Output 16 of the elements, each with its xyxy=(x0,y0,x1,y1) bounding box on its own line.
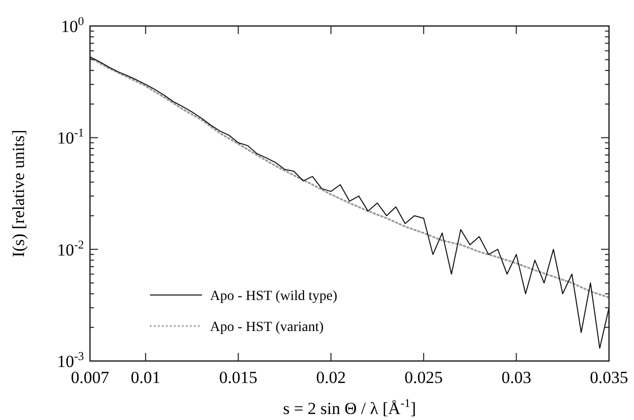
y-tick-label: 10$^{-1}$ xyxy=(57,126,84,148)
y-tick-label: 10$^{-3}$ xyxy=(57,349,84,371)
y-tick-label: 10$^{-2}$ xyxy=(57,237,84,260)
x-tick-label: 0.01 xyxy=(130,368,160,387)
x-axis-title: s = 2 sin Θ / λ [Å$^{-1}$] xyxy=(282,396,416,418)
x-tick-label: 0.02 xyxy=(316,368,346,387)
x-tick-label: 0.03 xyxy=(501,368,532,387)
legend-label: Apo - HST (variant) xyxy=(210,320,324,335)
y-axis-title: I(s) [relative units] xyxy=(9,130,28,258)
y-tick-label: 10$^{0}$ xyxy=(61,14,84,36)
line-series xyxy=(90,56,610,349)
x-tick-label: 0.025 xyxy=(404,368,443,387)
legend-label: Apo - HST (wild type) xyxy=(210,289,338,304)
x-tick-label: 0.035 xyxy=(590,368,628,387)
x-tick-label: 0.007 xyxy=(70,368,110,387)
x-tick-label: 0.015 xyxy=(219,368,258,387)
